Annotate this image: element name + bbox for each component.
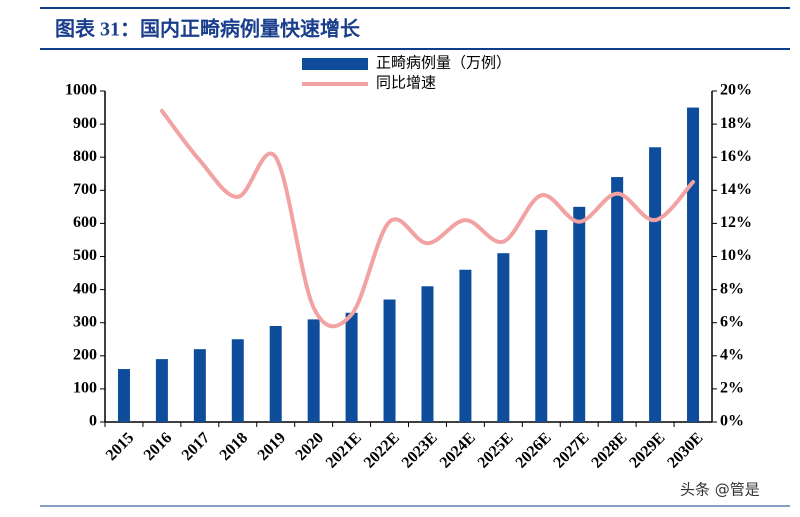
bar xyxy=(421,286,434,422)
growth-line xyxy=(159,108,696,329)
x-tick-label: 2029E xyxy=(626,429,668,471)
chart-title: 图表 31：国内正畸病例量快速增长 xyxy=(55,17,361,41)
x-tick-label: 2024E xyxy=(437,429,479,471)
bar xyxy=(117,369,130,422)
y-tick-label: 500 xyxy=(73,247,97,264)
bar xyxy=(307,319,320,422)
x-tick-label: 2020 xyxy=(292,429,327,464)
bar xyxy=(535,230,548,422)
y2-tick-label: 12% xyxy=(720,214,752,231)
y2-tick-label: 4% xyxy=(720,346,744,363)
y-tick-label: 1000 xyxy=(65,82,97,99)
y2-tick-label: 14% xyxy=(720,181,752,198)
y-tick-label: 400 xyxy=(73,280,97,297)
x-tick-label: 2017 xyxy=(179,429,214,464)
y2-tick-label: 2% xyxy=(720,380,744,397)
x-tick-label: 2026E xyxy=(513,429,555,471)
x-tick-label: 2018 xyxy=(217,429,252,464)
x-tick-label: 2021E xyxy=(323,429,365,471)
bar xyxy=(269,326,282,422)
y2-tick-label: 0% xyxy=(720,413,744,430)
x-tick-label: 2019 xyxy=(254,429,289,464)
x-tick-label: 2025E xyxy=(475,429,517,471)
bar xyxy=(611,177,624,422)
y2-tick-label: 18% xyxy=(720,115,752,132)
bar xyxy=(497,253,510,422)
y-tick-label: 700 xyxy=(73,181,97,198)
legend-swatch xyxy=(302,58,368,70)
y-tick-label: 900 xyxy=(73,115,97,132)
x-tick-label: 2022E xyxy=(361,429,403,471)
y2-tick-label: 20% xyxy=(720,82,752,99)
y-tick-label: 0 xyxy=(89,413,97,430)
y-tick-label: 200 xyxy=(73,346,97,363)
x-tick-label: 2016 xyxy=(141,429,176,464)
x-tick-label: 2027E xyxy=(550,429,592,471)
y-tick-label: 600 xyxy=(73,214,97,231)
y2-tick-label: 16% xyxy=(720,148,752,165)
y-tick-label: 300 xyxy=(73,313,97,330)
legend-label: 正畸病例量（万例） xyxy=(376,54,511,71)
bar xyxy=(383,299,396,422)
y-tick-label: 100 xyxy=(73,380,97,397)
bar xyxy=(193,349,206,422)
x-tick-label: 2023E xyxy=(399,429,441,471)
x-tick-label: 2030E xyxy=(664,429,706,471)
y2-tick-label: 10% xyxy=(720,247,752,264)
bar xyxy=(649,147,662,422)
bar xyxy=(155,359,168,422)
x-tick-label: 2015 xyxy=(103,429,138,464)
y2-tick-label: 6% xyxy=(720,313,744,330)
watermark: 头条 @管是 xyxy=(680,481,760,499)
bar xyxy=(459,269,472,422)
legend-label: 同比增速 xyxy=(376,74,436,91)
bar xyxy=(345,312,358,422)
bar xyxy=(573,206,586,422)
y-tick-label: 800 xyxy=(73,148,97,165)
x-tick-label: 2028E xyxy=(588,429,630,471)
bar xyxy=(231,339,244,422)
bar xyxy=(687,107,700,423)
y2-tick-label: 8% xyxy=(720,280,744,297)
